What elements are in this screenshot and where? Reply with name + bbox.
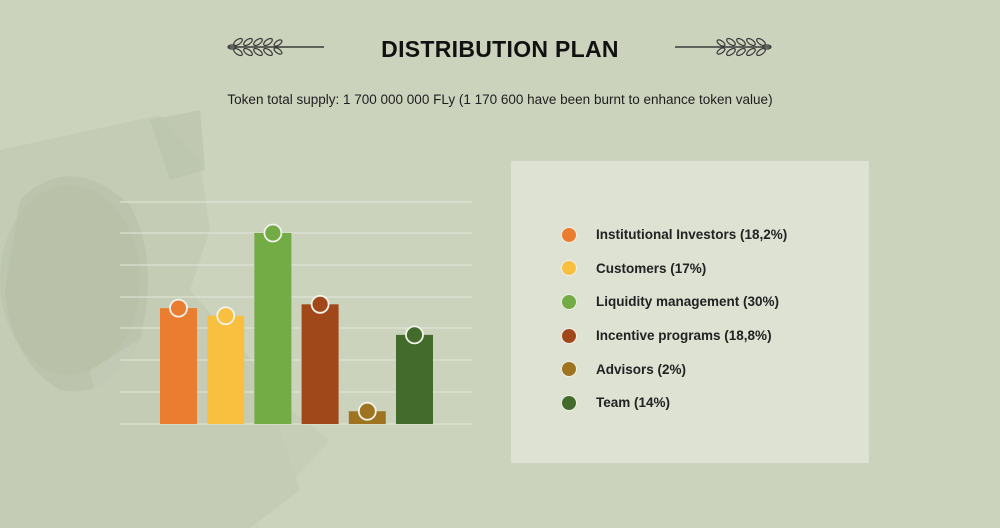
- page-title: DISTRIBUTION PLAN: [381, 36, 619, 62]
- legend-label: Institutional Investors (18,2%): [596, 227, 788, 243]
- chart-bar: [160, 308, 197, 424]
- bar-marker-dot: [357, 401, 377, 421]
- laurel-branch-icon: [227, 37, 324, 57]
- legend-label: Incentive programs (18,8%): [596, 328, 772, 344]
- legend-label: Liquidity management (30%): [596, 294, 780, 310]
- bar-marker-dot: [310, 294, 330, 314]
- chart-bar: [301, 304, 339, 424]
- legend-label: Customers (17%): [596, 260, 707, 276]
- chart-legend: Institutional Investors (18,2%) Customers…: [561, 218, 787, 420]
- legend-item: Liquidity management (30%): [561, 285, 787, 319]
- bar-marker-dot: [405, 325, 424, 345]
- legend-swatch: [561, 394, 577, 411]
- legend-panel: Institutional Investors (18,2%) Customers…: [511, 161, 869, 463]
- legend-item: Customers (17%): [561, 252, 787, 286]
- chart-bar: [254, 233, 292, 424]
- bar-marker-dot: [169, 298, 188, 318]
- legend-item: Incentive programs (18,8%): [561, 319, 787, 353]
- token-supply-subtitle: Token total supply: 1 700 000 000 FLy (1…: [227, 92, 773, 107]
- chart-bar: [396, 334, 433, 424]
- header: DISTRIBUTION PLAN: [0, 30, 1000, 70]
- legend-item: Advisors (2%): [561, 352, 787, 386]
- legend-item: Team (14%): [561, 386, 787, 420]
- legend-swatch: [561, 327, 577, 344]
- bar-marker-dot: [216, 306, 236, 326]
- bar-marker-dot: [263, 223, 283, 243]
- legend-label: Advisors (2%): [596, 361, 687, 377]
- legend-swatch: [561, 293, 577, 310]
- laurel-branch-icon: [675, 37, 772, 57]
- legend-swatch: [561, 226, 577, 243]
- legend-item: Institutional Investors (18,2%): [561, 218, 787, 252]
- legend-label: Team (14%): [596, 395, 671, 411]
- legend-swatch: [561, 260, 577, 277]
- legend-swatch: [561, 361, 577, 378]
- chart-bar: [207, 315, 245, 424]
